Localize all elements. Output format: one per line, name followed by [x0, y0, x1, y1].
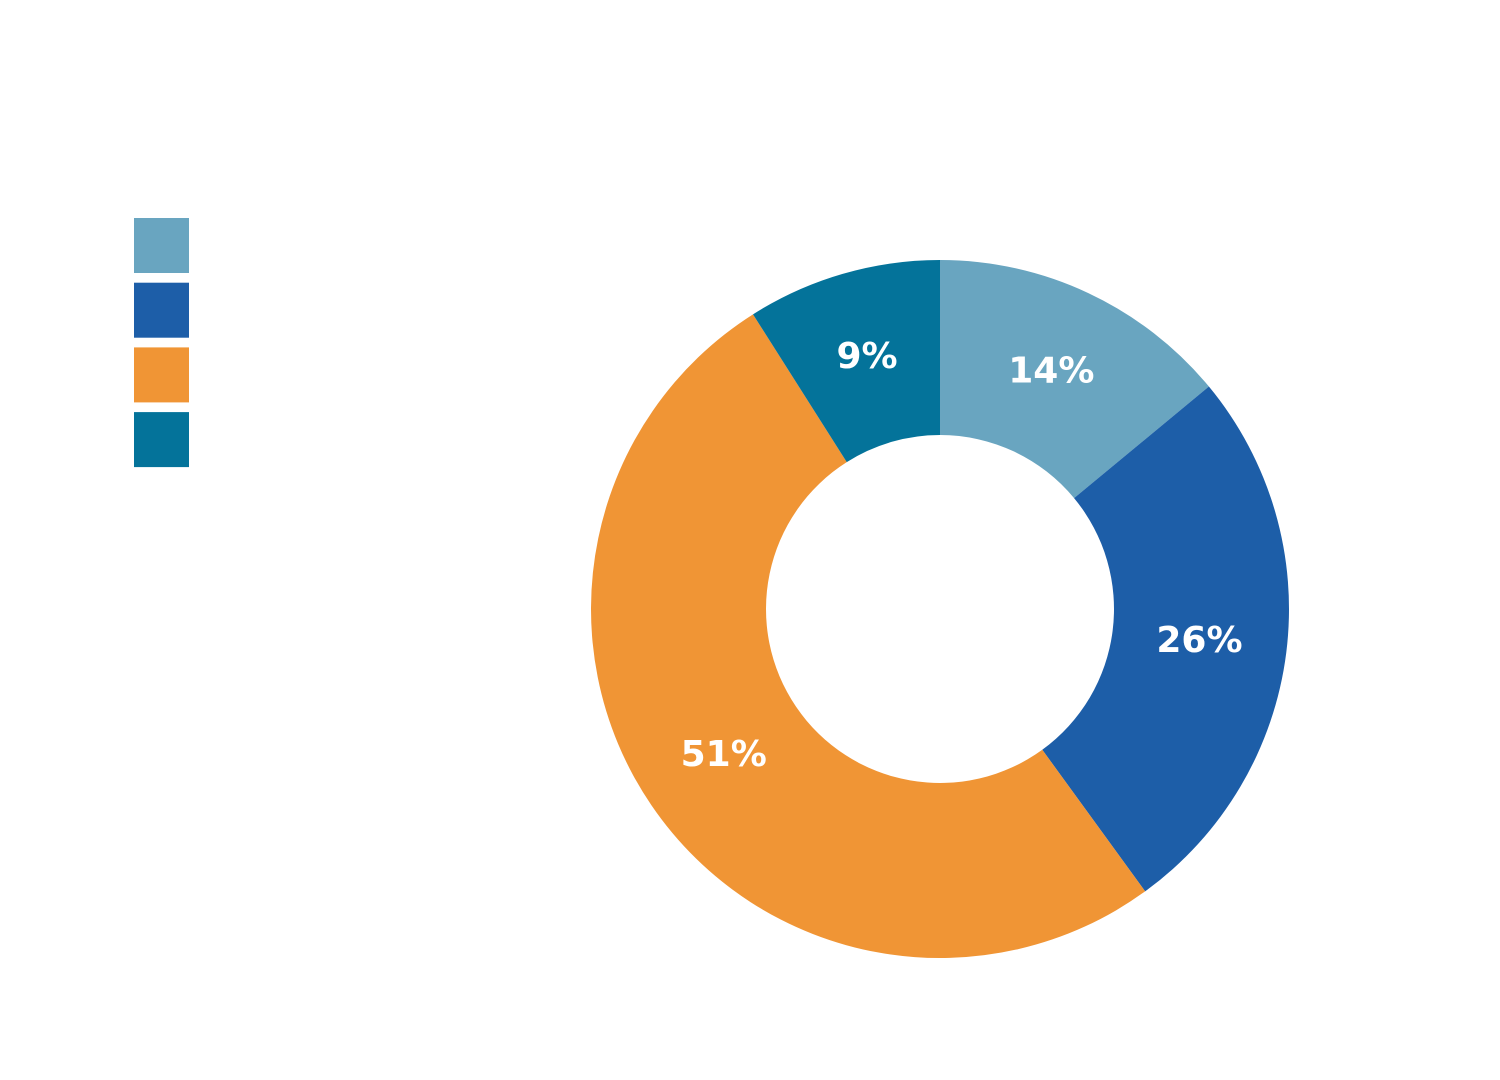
donut-slice — [752, 260, 940, 463]
data-label: 51% — [681, 734, 767, 775]
data-label: 26% — [1156, 620, 1242, 661]
donut-slice — [940, 260, 1209, 499]
donut-slice — [591, 314, 1146, 958]
data-label: 14% — [1008, 350, 1094, 391]
legend-swatch — [134, 282, 189, 338]
legend-swatch — [134, 218, 189, 273]
data-label: 9% — [836, 336, 897, 377]
legend-swatch — [134, 347, 189, 403]
donut-slice — [1042, 386, 1289, 892]
legend-swatch — [134, 412, 189, 468]
